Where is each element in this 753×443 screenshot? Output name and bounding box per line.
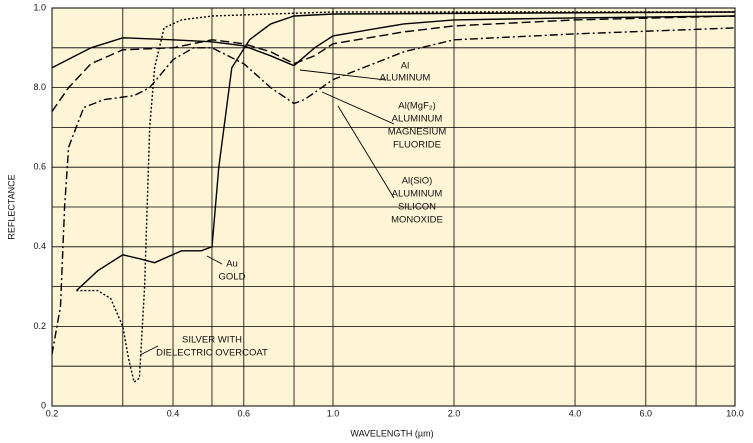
annotation: Al(SiO) — [402, 176, 433, 187]
y-tick-label: 1.0 — [33, 2, 46, 12]
annotation: SILICON — [398, 202, 436, 213]
annotation: Al(MgF₂) — [398, 101, 435, 112]
curve — [75, 11, 736, 292]
y-tick-label: 0.6 — [33, 162, 46, 172]
curves — [51, 11, 736, 384]
y-tick-label: 0 — [41, 400, 46, 410]
annotation: SILVER WITH — [182, 335, 242, 346]
y-tick-label: 0.4 — [33, 241, 46, 251]
x-tick-label: 2.0 — [448, 408, 461, 418]
annotation: ALUMINUM — [392, 114, 443, 125]
x-tick-label: 0.4 — [167, 408, 180, 418]
annotation: DIELECTRIC OVERCOAT — [156, 348, 268, 359]
curve — [76, 11, 735, 384]
x-tick-label: 0.2 — [46, 408, 59, 418]
grid: 00.20.40.68.01.00.2 0.4 0.6 1.0 2.0 4.0 6.0 10.… — [33, 2, 743, 418]
x-tick-label: 0.6 — [238, 408, 251, 418]
annotation: ALUMINUM — [392, 189, 443, 200]
leader — [139, 345, 159, 356]
curve — [51, 15, 736, 69]
y-axis-label: REFLECTANCE — [6, 174, 16, 239]
leader — [337, 105, 395, 199]
annotation: GOLD — [219, 272, 246, 283]
leader — [299, 69, 387, 81]
leader — [206, 255, 223, 265]
annotation: ALUMINUM — [380, 73, 431, 84]
annotations: Al ALUMINUM Al(MgF₂) ALUMINUM MAGNESIUM … — [156, 61, 446, 359]
x-tick-label: 10.0 — [726, 408, 744, 418]
leader — [321, 91, 395, 125]
curve — [51, 27, 736, 355]
x-tick-label: 6.0 — [640, 408, 653, 418]
annotation: MAGNESIUM — [388, 127, 447, 138]
leaders — [139, 69, 395, 356]
curve — [51, 15, 736, 112]
annotation: MONOXIDE — [391, 215, 443, 226]
y-tick-label: 0.2 — [33, 321, 46, 331]
y-tick-label: 8.0 — [33, 82, 46, 92]
annotation: Al — [401, 61, 409, 72]
x-axis-label: WAVELENGTH (µm) — [350, 428, 433, 438]
x-tick-label: 4.0 — [569, 408, 582, 418]
annotation: FLUORIDE — [393, 140, 441, 151]
x-tick-label: 1.0 — [327, 408, 340, 418]
annotation: Au — [226, 259, 238, 270]
